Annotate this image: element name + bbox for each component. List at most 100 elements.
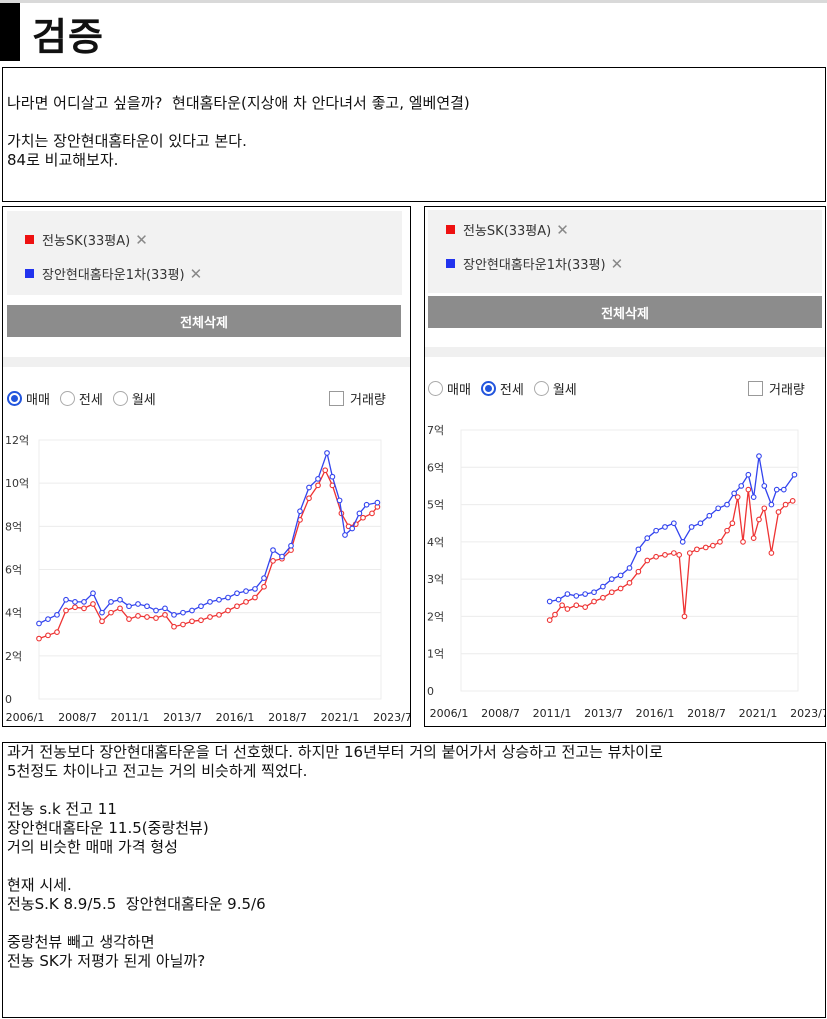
sale-price-chart: 0 2억 4억 6억 8억 10억 12억 2006/1 2008/7 2011/1 2013/7 2… bbox=[5, 434, 410, 724]
data-point bbox=[162, 605, 168, 612]
data-point bbox=[349, 525, 356, 532]
data-point bbox=[773, 486, 780, 493]
data-point bbox=[555, 596, 562, 603]
y-tick-label: 2억 bbox=[5, 650, 22, 663]
analysis-line: 현재 시세. bbox=[7, 876, 72, 894]
tab-label: 전세 bbox=[499, 383, 524, 398]
delete-all-button[interactable]: 전체삭제 bbox=[7, 305, 401, 337]
x-tick-label: 2011/1 bbox=[111, 711, 150, 724]
data-point bbox=[740, 539, 746, 545]
tab-label: 매매 bbox=[447, 383, 471, 398]
analysis-line: 전농S.K 8.9/5.5 장안현대홈타운 9.5/6 bbox=[7, 895, 266, 913]
close-icon[interactable]: ✕ bbox=[189, 264, 203, 283]
data-point bbox=[108, 599, 114, 605]
analysis-text-box: 과거 전농보다 장안현대홈타운을 더 선호했다. 하지만 16년부터 거의 붙어… bbox=[2, 742, 826, 1018]
analysis-line: 중랑천뷰 빼고 생각하면 bbox=[7, 933, 155, 951]
data-point bbox=[617, 585, 624, 592]
data-point bbox=[306, 484, 312, 491]
data-point bbox=[635, 546, 642, 553]
analysis-line: 전농 s.k 전고 11 bbox=[7, 800, 117, 818]
page-title: 검증 bbox=[32, 15, 104, 59]
data-point bbox=[297, 508, 303, 515]
data-point bbox=[270, 547, 276, 553]
data-point bbox=[688, 524, 695, 530]
series-line bbox=[549, 455, 796, 603]
intro-line: 나라면 어디살고 싶을까? 현대홈타운(지상애 차 안다녀서 좋고, 엘베연결) bbox=[7, 94, 470, 112]
analysis-line bbox=[7, 781, 663, 800]
legend-label: 전농SK(33평A) bbox=[42, 234, 131, 249]
data-point bbox=[738, 483, 745, 489]
x-tick-label: 2023/7 bbox=[790, 707, 825, 720]
intro-line: 84로 비교해보자. bbox=[7, 151, 119, 169]
data-point bbox=[750, 535, 757, 541]
data-point bbox=[63, 596, 69, 603]
analysis-line: 전농 SK가 저평가 된게 아닐까? bbox=[7, 952, 206, 970]
data-point bbox=[117, 596, 123, 603]
tab-jeonse[interactable]: 전세 bbox=[59, 389, 103, 408]
analysis-line: 장안현대홈타운 11.5(중랑천뷰) bbox=[7, 819, 209, 837]
data-point bbox=[686, 550, 693, 556]
radio-selected-icon bbox=[480, 381, 496, 396]
radio-selected-icon bbox=[7, 391, 22, 406]
data-point bbox=[279, 553, 285, 560]
data-point bbox=[644, 557, 651, 564]
analysis-line: 5천정도 차이나고 전고는 거의 비슷하게 찍었다. bbox=[7, 762, 308, 780]
data-point bbox=[546, 598, 553, 605]
tab-sale[interactable]: 매매 bbox=[7, 389, 50, 408]
tab-monthly[interactable]: 월세 bbox=[112, 389, 156, 408]
data-point bbox=[706, 512, 713, 519]
volume-toggle[interactable]: 거래량 bbox=[748, 379, 805, 398]
data-point bbox=[90, 590, 96, 597]
data-point bbox=[761, 505, 768, 512]
data-point bbox=[715, 505, 722, 512]
series-line bbox=[549, 489, 794, 621]
data-point bbox=[90, 601, 96, 607]
close-icon[interactable]: ✕ bbox=[135, 230, 148, 249]
price-chart-panel-jeonse: 전농SK(33평A) ✕ 장안현대홈타운1차(33평) ✕ 전체삭제 매매 전세… bbox=[424, 206, 826, 727]
data-point bbox=[564, 606, 571, 612]
data-point bbox=[756, 516, 762, 523]
tab-jeonse[interactable]: 전세 bbox=[480, 379, 524, 398]
data-point bbox=[552, 611, 558, 618]
tab-monthly[interactable]: 월세 bbox=[533, 379, 577, 398]
tab-label: 월세 bbox=[131, 393, 156, 408]
data-point bbox=[336, 497, 343, 504]
volume-toggle[interactable]: 거래량 bbox=[329, 389, 386, 408]
legend-swatch bbox=[25, 235, 34, 244]
title-accent-bar bbox=[0, 3, 20, 61]
data-point bbox=[135, 613, 141, 619]
y-tick-label: 4억 bbox=[427, 536, 444, 549]
tab-sale[interactable]: 매매 bbox=[428, 379, 471, 398]
delete-all-button[interactable]: 전체삭제 bbox=[428, 296, 822, 328]
y-tick-label: 10억 bbox=[5, 477, 29, 490]
data-point bbox=[600, 583, 606, 590]
data-point bbox=[745, 486, 752, 493]
section-divider bbox=[3, 357, 410, 367]
data-point bbox=[288, 542, 294, 549]
close-icon[interactable]: ✕ bbox=[610, 254, 624, 273]
data-point bbox=[108, 609, 114, 616]
data-point bbox=[45, 632, 51, 639]
x-tick-label: 2013/7 bbox=[163, 711, 202, 724]
data-point bbox=[63, 607, 69, 614]
legend-swatch bbox=[446, 225, 455, 234]
close-icon[interactable]: ✕ bbox=[556, 220, 569, 239]
data-point bbox=[724, 527, 730, 534]
data-point bbox=[724, 501, 730, 508]
data-point bbox=[322, 467, 329, 474]
data-point bbox=[374, 499, 381, 506]
jeonse-price-chart: 0 1억 2억 3억 4억 5억 6억 7억 2006/1 2008/7 2011/1 2013/7 2… bbox=[427, 424, 825, 720]
data-point bbox=[356, 510, 363, 517]
data-point bbox=[252, 594, 258, 601]
data-point bbox=[559, 602, 565, 609]
data-point bbox=[36, 635, 42, 642]
data-point bbox=[153, 607, 159, 614]
data-point bbox=[710, 542, 716, 549]
radio-icon bbox=[533, 381, 549, 396]
data-point bbox=[626, 580, 633, 586]
data-point bbox=[694, 546, 700, 553]
plot-area bbox=[460, 429, 799, 692]
y-tick-label: 8억 bbox=[5, 520, 22, 533]
data-point bbox=[216, 596, 222, 603]
data-point bbox=[662, 524, 668, 530]
